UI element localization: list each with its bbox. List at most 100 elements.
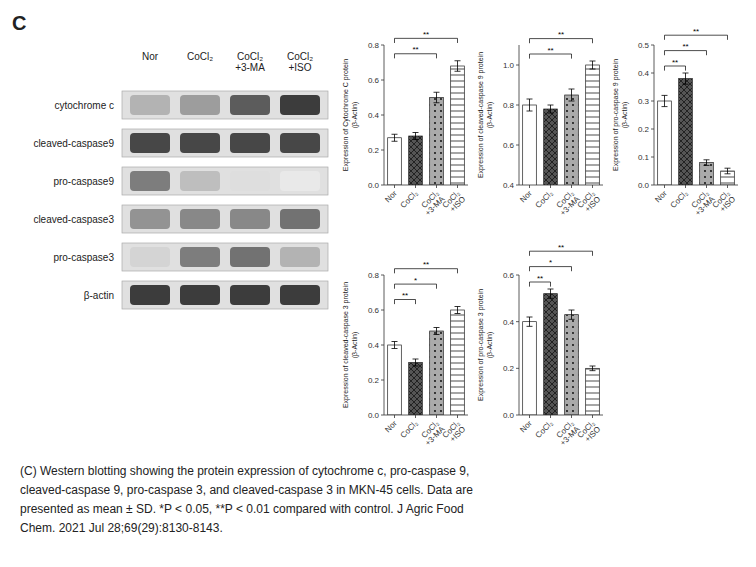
y-tick <box>651 129 654 130</box>
x-tick-label: CoCl₂ <box>534 419 555 440</box>
text-line: CoCl₂ <box>534 189 555 210</box>
bar <box>565 315 579 415</box>
y-axis <box>519 45 520 185</box>
y-axis-label: Expression of pro-caspase 3 protein(β-Ac… <box>477 289 494 401</box>
y-tick-label: 0.6 <box>368 306 380 315</box>
x-tick <box>592 415 593 418</box>
text-line: +ISO <box>448 195 467 214</box>
y-tick-label: 0.2 <box>638 125 650 134</box>
y-tick-label: 0.6 <box>368 76 380 85</box>
y-tick-label: 0.0 <box>638 181 650 190</box>
text-line: Chem. 2021 Jul 28;69(29):8130-8143. <box>20 521 223 535</box>
y-axis-label: Expression of cleaved-caspase 9 protein(… <box>477 52 494 178</box>
y-tick <box>516 65 519 66</box>
significance-label: ** <box>547 46 553 55</box>
x-tick <box>436 415 437 418</box>
y-tick-label: 0.2 <box>503 364 515 373</box>
y-tick-label: 0.0 <box>503 411 515 420</box>
bar <box>586 65 600 185</box>
significance-label: * <box>549 258 552 267</box>
blot-band <box>180 285 220 305</box>
bar-chart: 0.40.60.81.0NorCoCl₂CoCl₂+3-MACoCl₂+ISOE… <box>477 30 603 265</box>
x-tick <box>529 415 530 418</box>
blot-band <box>230 133 270 153</box>
blot-row-label: pro-caspase9 <box>53 176 114 187</box>
blot-band <box>230 171 270 191</box>
x-tick <box>415 415 416 418</box>
x-tick <box>664 185 665 188</box>
panel-label: C <box>12 12 26 34</box>
x-tick <box>550 185 551 188</box>
x-tick <box>394 185 395 188</box>
blot-row-background <box>122 281 328 309</box>
error-bar <box>434 92 440 103</box>
y-axis <box>384 45 385 185</box>
text-line: (β-Actin) <box>486 102 494 129</box>
y-tick-label: 0.4 <box>368 111 380 120</box>
error-bar <box>392 134 398 141</box>
text-line: presented as mean ± SD. *P < 0.05, **P <… <box>20 502 464 516</box>
y-tick-label: 0.6 <box>503 141 515 150</box>
bar <box>586 368 600 415</box>
x-tick <box>571 185 572 188</box>
significance-label: ** <box>682 42 688 51</box>
blot-row-background <box>122 167 328 195</box>
blot-row-label: β-actin <box>84 290 114 301</box>
y-tick-label: 0.8 <box>368 41 380 50</box>
y-tick <box>381 310 384 311</box>
x-axis <box>384 185 468 186</box>
text-line: (β-Actin) <box>621 102 629 129</box>
x-tick-label: CoCl₂+ISO <box>576 419 603 446</box>
text-line: (β-Actin) <box>351 332 359 359</box>
error-bar <box>455 61 461 72</box>
text-line: Expression of pro-caspase 3 protein <box>477 289 485 401</box>
blot-panel: NorCoCl₂CoCl₂+3-MACoCl₂+ISOcytochrome cc… <box>33 51 328 309</box>
blot-band <box>280 95 320 115</box>
error-bar <box>527 317 533 326</box>
text-line: CoCl₂ <box>534 419 555 440</box>
blot-band <box>180 171 220 191</box>
blot-band <box>180 95 220 115</box>
x-tick <box>727 185 728 188</box>
y-tick <box>516 368 519 369</box>
text-line: Nor <box>383 419 399 435</box>
text-line: CoCl₂ <box>287 51 313 62</box>
significance-label: ** <box>693 27 699 36</box>
bar <box>430 331 444 415</box>
significance-label: ** <box>423 260 429 269</box>
error-bar <box>455 307 461 314</box>
bar-chart: 0.00.20.40.6NorCoCl₂CoCl₂+3-MACoCl₂+ISOE… <box>477 243 603 448</box>
y-tick-label: 0.8 <box>503 101 515 110</box>
x-tick <box>706 185 707 188</box>
significance-label: * <box>414 276 417 285</box>
bar <box>523 322 537 415</box>
text-line: Nor <box>653 189 669 205</box>
text-line: CoCl₂ <box>669 189 690 210</box>
x-tick-label: Nor <box>383 419 399 435</box>
y-tick <box>381 45 384 46</box>
x-tick-label: Nor <box>653 189 669 205</box>
bar <box>409 136 423 185</box>
error-bar <box>434 328 440 335</box>
blot-band <box>280 171 320 191</box>
error-bar <box>662 95 668 106</box>
error-bar <box>413 359 419 366</box>
plot-area <box>388 61 465 185</box>
caption: (C) Western blotting showing the protein… <box>20 464 473 535</box>
y-axis <box>519 275 520 415</box>
text-line: CoCl₂ <box>187 51 213 62</box>
text-line: (β-Actin) <box>351 102 359 129</box>
blot-band <box>280 209 320 229</box>
x-tick <box>592 185 593 188</box>
significance-label: ** <box>558 243 564 252</box>
significance-label: ** <box>672 58 678 67</box>
y-tick-label: 0.0 <box>368 181 380 190</box>
bar-chart: 0.00.20.40.60.8NorCoCl₂CoCl₂+3-MACoCl₂+I… <box>342 30 468 218</box>
blot-row-label: cleaved-caspase3 <box>33 214 114 225</box>
x-tick <box>550 415 551 418</box>
y-tick <box>651 45 654 46</box>
y-tick <box>651 185 654 186</box>
error-bar <box>569 89 575 101</box>
x-tick-label: Nor <box>518 189 534 205</box>
blot-band <box>130 171 170 191</box>
